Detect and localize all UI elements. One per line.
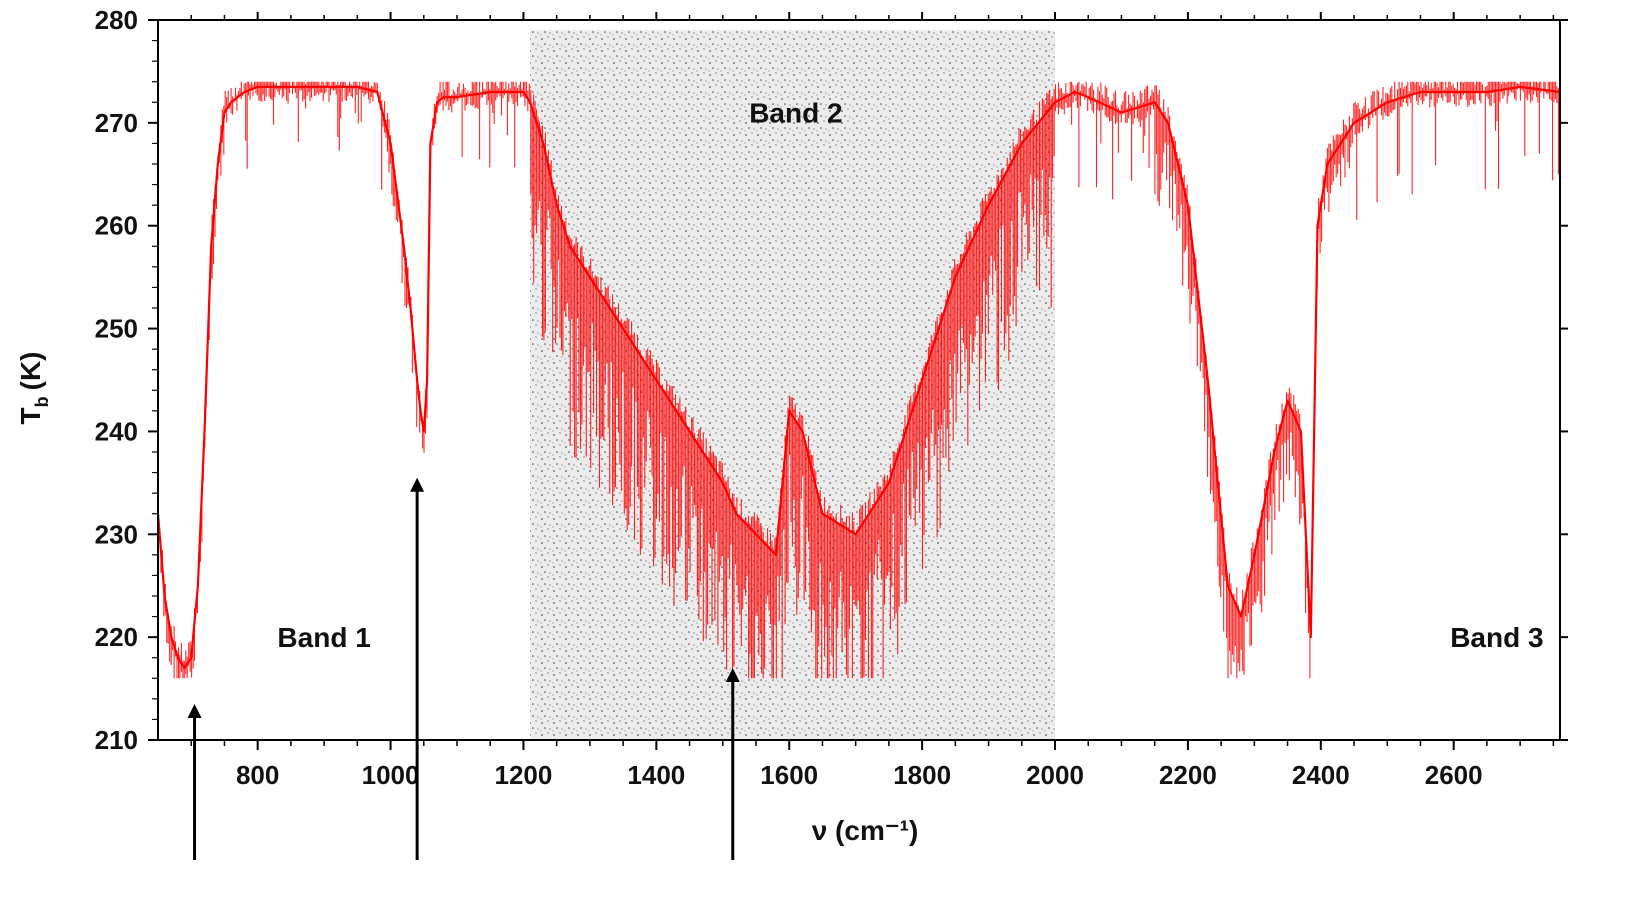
band-label: Band 2 bbox=[749, 98, 842, 129]
ticks-layer: 800 1000 1200 1400 1600 1800 2000 2200 2400 2600 2… bbox=[95, 5, 1568, 790]
x-tick-label: 1400 bbox=[627, 760, 685, 790]
x-tick-label: 2400 bbox=[1292, 760, 1350, 790]
x-tick-label: 1200 bbox=[495, 760, 553, 790]
x-tick-label: 2200 bbox=[1159, 760, 1217, 790]
y-axis-title-unit: (K) bbox=[15, 352, 46, 391]
y-tick-label: 240 bbox=[95, 416, 138, 446]
axes-layer bbox=[157, 19, 1561, 741]
y-axis-title: Tb (K) bbox=[15, 352, 52, 425]
arrow-head-icon bbox=[725, 668, 740, 682]
arrow-head-icon bbox=[410, 477, 425, 492]
y-tick-label: 260 bbox=[95, 211, 138, 241]
y-tick-label: 270 bbox=[95, 108, 138, 138]
annotations-layer: Band 1 Band 2 Band 3 bbox=[187, 98, 1544, 860]
band-2-shaded-region bbox=[530, 30, 1056, 741]
shaded-region-layer bbox=[530, 30, 1056, 741]
y-axis-title-main: T bbox=[15, 407, 46, 424]
x-tick-label: 1000 bbox=[362, 760, 420, 790]
y-tick-label: 220 bbox=[95, 622, 138, 652]
arrow-head-icon bbox=[187, 704, 202, 718]
x-tick-label: 1800 bbox=[893, 760, 951, 790]
x-axis-title: ν (cm⁻¹) bbox=[812, 815, 919, 846]
y-tick-label: 210 bbox=[95, 725, 138, 755]
band-label: Band 1 bbox=[277, 622, 370, 653]
x-tick-label: 1600 bbox=[760, 760, 818, 790]
y-tick-label: 250 bbox=[95, 314, 138, 344]
x-tick-label: 2600 bbox=[1425, 760, 1483, 790]
plot-frame bbox=[157, 19, 1561, 741]
band-label: Band 3 bbox=[1450, 622, 1543, 653]
x-tick-label: 2000 bbox=[1026, 760, 1084, 790]
y-tick-label: 280 bbox=[95, 5, 138, 35]
y-axis-title-subscript: b bbox=[32, 396, 52, 407]
y-tick-label: 230 bbox=[95, 519, 138, 549]
x-tick-label: 800 bbox=[236, 760, 279, 790]
